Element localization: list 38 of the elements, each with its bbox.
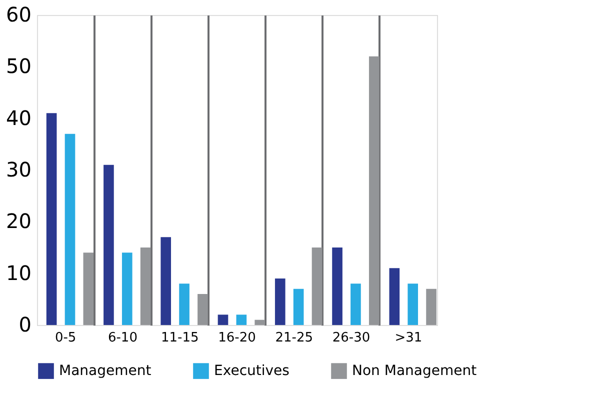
y-tick-label: 10 (6, 260, 32, 285)
bar (350, 284, 361, 325)
y-tick-label: 20 (6, 209, 32, 234)
y-tick-label: 40 (6, 106, 32, 130)
bar (368, 56, 380, 325)
bar (83, 252, 94, 325)
bar (179, 284, 190, 325)
bar (254, 320, 266, 325)
bar (389, 268, 400, 325)
legend-label: Management (59, 363, 152, 380)
y-tick-label: 30 (6, 158, 32, 182)
bar (104, 164, 114, 325)
bar (236, 314, 247, 325)
bar (293, 288, 304, 325)
y-tick-label: 60 (6, 2, 32, 26)
bar (46, 113, 57, 325)
bar (160, 237, 172, 325)
bar (140, 248, 151, 325)
legend-label: Executives (214, 363, 290, 380)
bar (64, 134, 76, 325)
bar (198, 294, 208, 325)
y-tick-label: 50 (6, 54, 32, 78)
bar (312, 248, 322, 325)
bar (332, 248, 342, 325)
legend-label: Non Management (352, 363, 478, 380)
bar (408, 284, 418, 325)
bar (218, 314, 228, 325)
x-tick-label: 6-10 (108, 330, 138, 346)
x-tick-label: 26-30 (332, 330, 370, 346)
x-tick-label: >31 (394, 330, 422, 346)
x-tick-label: 11-15 (160, 330, 199, 346)
x-tick-label: 21-25 (275, 330, 314, 346)
bar (122, 252, 132, 325)
x-tick-label: 0-5 (54, 330, 76, 346)
y-tick-label: 0 (18, 312, 32, 336)
bar (426, 288, 436, 325)
bar (274, 278, 286, 325)
x-tick-label: 16-20 (218, 330, 256, 346)
